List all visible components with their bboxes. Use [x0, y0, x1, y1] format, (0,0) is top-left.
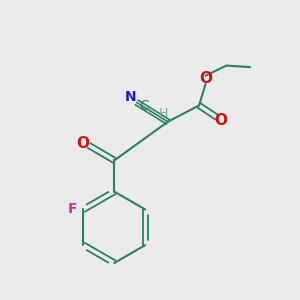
- Text: C: C: [139, 99, 149, 113]
- Text: H: H: [159, 107, 168, 120]
- Text: O: O: [214, 113, 227, 128]
- Text: F: F: [68, 202, 77, 216]
- Text: O: O: [199, 71, 212, 86]
- Text: O: O: [76, 136, 89, 151]
- Text: N: N: [124, 90, 136, 104]
